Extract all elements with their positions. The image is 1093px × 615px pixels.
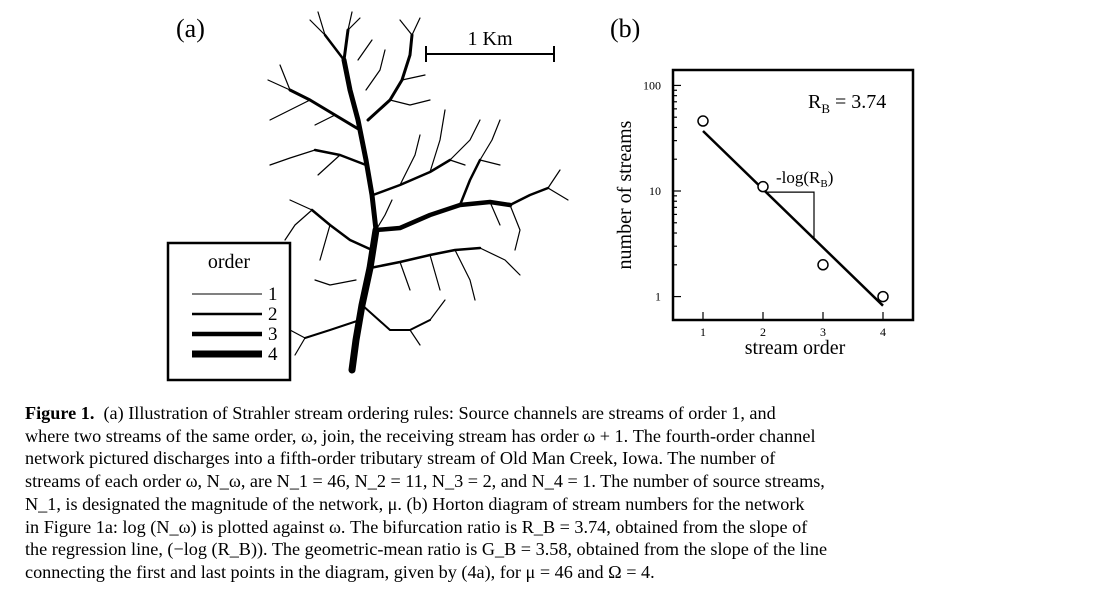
y-axis: 1 10 100 [643,78,681,304]
data-point [817,259,829,271]
caption-line: streams of each order ω, N_ω, are N_1 = … [25,471,825,492]
panel-a-label: (a) [176,14,205,43]
scale-bar-label: 1 Km [468,28,513,50]
legend-title: order [208,251,251,273]
x-tick-label: 1 [700,325,706,339]
slope-triangle [766,191,815,239]
caption-line: network pictured discharges into a fifth… [25,448,776,469]
panel-b-label: (b) [610,14,641,43]
data-points [697,115,889,303]
slope-annotation: -log(RB) [776,168,833,190]
scale-bar: 1 Km [425,28,555,62]
horton-chart: 1 10 100 1 2 3 4 RB = 3.74 -log(RB) stream or… [614,68,915,359]
caption-line: the regression line, (−log (R_B)). The g… [25,539,828,560]
x-axis-label: stream order [745,337,846,359]
regression-line [702,130,884,307]
regression-line-group [702,130,884,307]
y-tick-label: 1 [655,290,661,304]
data-point [757,180,769,193]
x-axis: 1 2 3 4 [700,312,886,339]
data-point [697,115,709,127]
caption-line: in Figure 1a: log (N_ω) is plotted again… [25,516,808,537]
slope-triangle-lines [766,191,815,239]
legend-label-order-2: 2 [268,304,278,325]
stream-network-figure: 1 Km [166,11,569,382]
y-tick-label: 100 [643,78,661,92]
x-tick-label: 2 [760,325,766,339]
caption-line: Figure 1. (a) Illustration of Strahler s… [25,403,776,423]
legend-label-order-1: 1 [268,284,278,305]
caption-line: where two streams of the same order, ω, … [25,425,816,446]
stream-tree [267,11,569,374]
y-tick-label: 10 [649,184,661,198]
plot-frame [671,68,915,322]
bifurcation-ratio-label: RB = 3.74 [808,91,886,116]
x-tick-label: 3 [820,325,826,339]
data-point [877,290,889,303]
caption-line: N_1, is designated the magnitude of the … [25,493,805,514]
x-tick-label: 4 [880,325,886,339]
figure-caption: Figure 1. (a) Illustration of Strahler s… [25,402,1073,584]
caption-line: connecting the first and last points in … [25,561,655,582]
figure-number: Figure 1. [25,403,95,423]
legend-label-order-3: 3 [268,324,278,345]
y-axis-label: number of streams [614,120,636,269]
legend-label-order-4: 4 [268,344,278,365]
